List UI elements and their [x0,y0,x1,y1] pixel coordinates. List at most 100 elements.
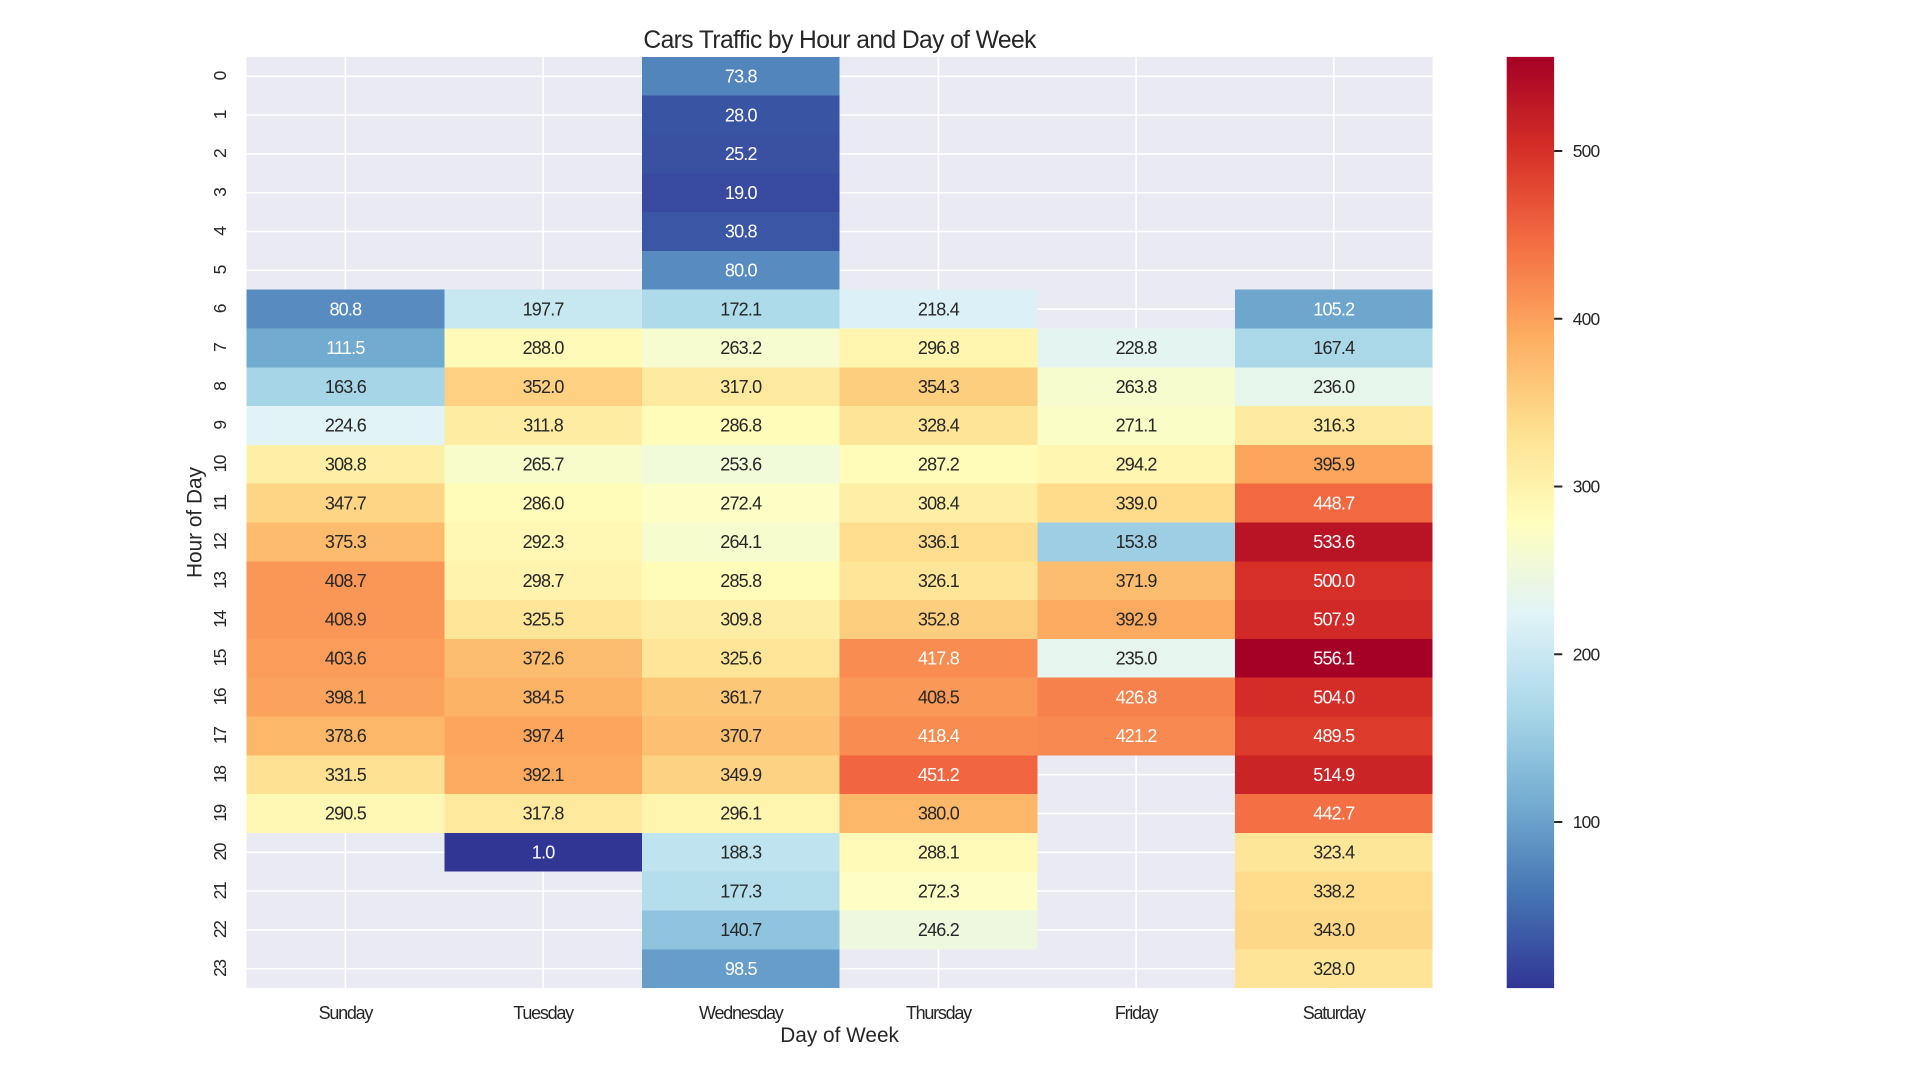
svg-text:448.7: 448.7 [1313,493,1355,513]
svg-text:12: 12 [210,533,230,550]
svg-text:418.4: 418.4 [918,726,960,746]
svg-text:9: 9 [210,421,230,430]
svg-text:30.8: 30.8 [725,222,758,242]
svg-text:296.8: 296.8 [918,338,960,358]
svg-text:8: 8 [210,382,230,391]
svg-text:408.5: 408.5 [918,687,960,707]
svg-text:21: 21 [210,882,230,899]
svg-text:5: 5 [210,265,230,274]
svg-text:400: 400 [1573,309,1600,329]
svg-text:Friday: Friday [1115,1003,1159,1023]
svg-text:504.0: 504.0 [1313,687,1355,707]
svg-text:392.1: 392.1 [523,765,565,785]
svg-text:317.0: 317.0 [720,377,762,397]
svg-text:228.8: 228.8 [1116,338,1158,358]
svg-text:339.0: 339.0 [1116,493,1158,513]
svg-text:197.7: 197.7 [523,299,565,319]
svg-text:235.0: 235.0 [1116,649,1158,669]
svg-text:514.9: 514.9 [1313,765,1355,785]
svg-text:Saturday: Saturday [1303,1003,1366,1023]
svg-text:22: 22 [210,921,230,938]
svg-text:349.9: 349.9 [720,765,762,785]
svg-text:272.3: 272.3 [918,881,960,901]
svg-text:80.0: 80.0 [725,261,758,281]
svg-text:296.1: 296.1 [720,804,762,824]
svg-text:140.7: 140.7 [720,920,762,940]
svg-text:218.4: 218.4 [918,299,960,319]
svg-text:451.2: 451.2 [918,765,960,785]
svg-text:272.4: 272.4 [720,493,762,513]
svg-text:200: 200 [1573,644,1600,664]
svg-text:408.7: 408.7 [325,571,367,591]
svg-text:325.6: 325.6 [720,649,762,669]
svg-text:326.1: 326.1 [918,571,960,591]
svg-text:352.0: 352.0 [523,377,565,397]
svg-text:500: 500 [1573,141,1600,161]
svg-text:285.8: 285.8 [720,571,762,591]
svg-text:7: 7 [210,343,230,352]
svg-text:167.4: 167.4 [1313,338,1355,358]
svg-text:253.6: 253.6 [720,455,762,475]
svg-text:375.3: 375.3 [325,532,367,552]
svg-text:421.2: 421.2 [1116,726,1158,746]
svg-text:309.8: 309.8 [720,610,762,630]
svg-text:263.8: 263.8 [1116,377,1158,397]
svg-text:408.9: 408.9 [325,610,367,630]
svg-text:16: 16 [210,688,230,705]
svg-text:Sunday: Sunday [319,1003,374,1023]
svg-text:500.0: 500.0 [1313,571,1355,591]
svg-text:2: 2 [210,149,230,158]
svg-text:6: 6 [210,304,230,313]
svg-text:111.5: 111.5 [326,338,365,358]
svg-text:25.2: 25.2 [725,144,758,164]
svg-text:290.5: 290.5 [325,804,367,824]
svg-text:288.1: 288.1 [918,843,960,863]
svg-text:1.0: 1.0 [532,843,555,863]
svg-text:73.8: 73.8 [725,67,758,87]
svg-text:294.2: 294.2 [1116,455,1158,475]
svg-text:Thursday: Thursday [906,1003,972,1023]
svg-text:325.5: 325.5 [523,610,565,630]
svg-text:14: 14 [210,610,230,628]
svg-text:489.5: 489.5 [1313,726,1355,746]
svg-text:384.5: 384.5 [523,687,565,707]
svg-text:153.8: 153.8 [1116,532,1158,552]
svg-text:177.3: 177.3 [720,881,762,901]
svg-text:338.2: 338.2 [1313,881,1355,901]
svg-text:19: 19 [210,805,230,822]
svg-text:Hour of Day: Hour of Day [184,466,207,578]
svg-text:265.7: 265.7 [523,455,565,475]
svg-text:308.8: 308.8 [325,455,367,475]
svg-text:352.8: 352.8 [918,610,960,630]
svg-text:395.9: 395.9 [1313,455,1355,475]
svg-text:246.2: 246.2 [918,920,960,940]
svg-text:100: 100 [1573,812,1600,832]
svg-text:264.1: 264.1 [720,532,762,552]
svg-text:98.5: 98.5 [725,959,758,979]
svg-text:343.0: 343.0 [1313,920,1355,940]
svg-text:392.9: 392.9 [1116,610,1158,630]
svg-text:4: 4 [210,226,230,236]
svg-text:15: 15 [210,649,230,666]
svg-text:316.3: 316.3 [1313,416,1355,436]
svg-text:442.7: 442.7 [1313,804,1355,824]
svg-text:380.0: 380.0 [918,804,960,824]
svg-text:Day of Week: Day of Week [780,1024,899,1047]
svg-text:533.6: 533.6 [1313,532,1355,552]
svg-text:172.1: 172.1 [720,299,762,319]
svg-text:361.7: 361.7 [720,687,762,707]
svg-text:311.8: 311.8 [523,416,563,436]
svg-text:403.6: 403.6 [325,649,367,669]
svg-text:17: 17 [210,727,230,744]
svg-text:370.7: 370.7 [720,726,762,746]
svg-text:300: 300 [1573,477,1600,497]
svg-text:1: 1 [210,110,230,119]
svg-text:328.4: 328.4 [918,416,960,436]
svg-text:298.7: 298.7 [523,571,565,591]
svg-text:426.8: 426.8 [1116,687,1158,707]
svg-text:80.8: 80.8 [329,299,362,319]
svg-text:18: 18 [210,766,230,783]
svg-text:188.3: 188.3 [720,843,762,863]
svg-text:105.2: 105.2 [1313,299,1355,319]
svg-text:Wednesday: Wednesday [699,1003,784,1023]
